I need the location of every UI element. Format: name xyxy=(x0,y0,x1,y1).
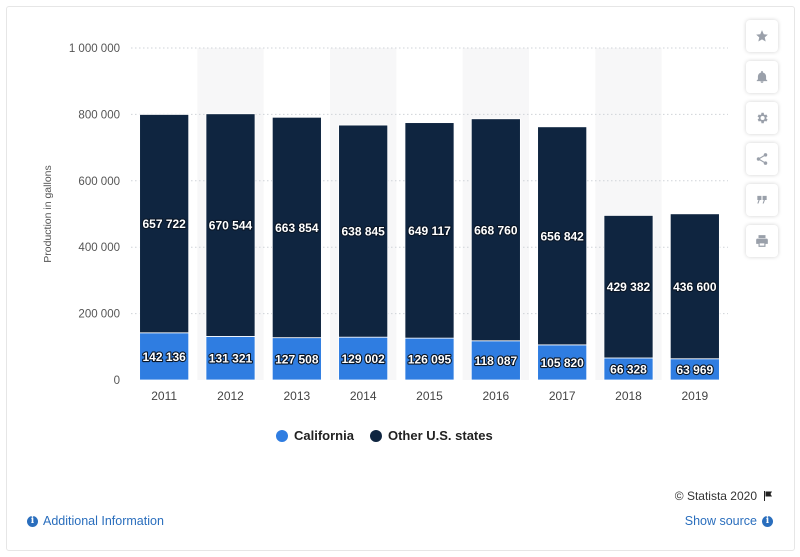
print-button[interactable] xyxy=(746,225,778,257)
x-tick-label: 2014 xyxy=(350,389,377,403)
info-icon: i xyxy=(762,515,773,527)
bar-california xyxy=(470,340,521,381)
bar-other-states xyxy=(603,215,654,359)
data-label-other-states: 657 722 xyxy=(142,217,186,231)
bar-other-states xyxy=(338,124,389,338)
bar-other-states xyxy=(669,213,720,360)
x-tick-label: 2011 xyxy=(151,389,177,403)
data-label-other-states: 429 382 xyxy=(607,280,651,294)
bar-california xyxy=(338,336,389,381)
x-tick-label: 2013 xyxy=(283,389,310,403)
legend-item-california[interactable]: California xyxy=(276,428,354,443)
share-icon xyxy=(756,153,768,165)
bar-other-states xyxy=(470,118,521,342)
data-label-other-states: 436 600 xyxy=(673,280,717,294)
data-label-other-states: 649 117 xyxy=(408,224,451,238)
bar-other-states xyxy=(404,122,455,339)
data-label-other-states: 663 854 xyxy=(275,221,319,235)
data-label-other-states: 668 760 xyxy=(474,223,518,237)
bar-other-states xyxy=(205,113,256,337)
x-tick-label: 2019 xyxy=(681,389,708,403)
bar-other-states xyxy=(271,116,322,339)
settings-button[interactable] xyxy=(746,102,778,134)
y-tick-label: 800 000 xyxy=(78,109,120,121)
legend-marker-other-states xyxy=(369,429,382,442)
data-label-california: 127 508 xyxy=(275,352,319,366)
bar-california xyxy=(537,344,588,381)
x-tick-label: 2015 xyxy=(416,389,443,403)
x-tick-label: 2017 xyxy=(549,389,576,403)
show-source-label: Show source xyxy=(684,514,757,528)
info-icon: i xyxy=(27,515,38,527)
data-label-other-states: 638 845 xyxy=(341,225,385,239)
data-label-other-states: 670 544 xyxy=(209,219,253,233)
quote-icon xyxy=(757,195,767,204)
y-tick-label: 600 000 xyxy=(78,176,120,188)
bar-other-states xyxy=(139,114,190,334)
gear-icon xyxy=(757,112,768,124)
x-tick-label: 2016 xyxy=(482,389,509,403)
data-label-california: 142 136 xyxy=(142,350,186,364)
y-tick-label: 200 000 xyxy=(78,309,120,321)
data-label-california: 131 321 xyxy=(209,352,253,366)
y-tick-label: 400 000 xyxy=(78,242,120,254)
chart-card xyxy=(6,6,795,551)
additional-information-label: Additional Information xyxy=(43,514,164,528)
credit-text: © Statista 2020 xyxy=(674,489,757,503)
bar-california xyxy=(271,337,322,381)
legend-item-other-states[interactable]: Other U.S. states xyxy=(369,428,493,443)
y-tick-label: 0 xyxy=(114,375,120,387)
cite-button[interactable] xyxy=(746,184,778,216)
bar-california xyxy=(404,337,455,381)
legend-label-other-states: Other U.S. states xyxy=(387,428,493,443)
sidebar-toolbar xyxy=(746,20,780,257)
data-label-california: 129 002 xyxy=(341,352,385,366)
data-label-california: 126 095 xyxy=(408,353,452,367)
statista-credit[interactable]: © Statista 2020 xyxy=(675,489,774,503)
star-icon xyxy=(756,30,768,42)
show-source-link[interactable]: Show source i xyxy=(685,514,773,528)
print-icon xyxy=(756,235,768,247)
data-label-other-states: 656 842 xyxy=(540,229,584,243)
favorite-button[interactable] xyxy=(746,20,778,52)
additional-information-link[interactable]: i Additional Information xyxy=(27,514,164,528)
y-tick-label: 1 000 000 xyxy=(69,43,120,55)
x-tick-label: 2012 xyxy=(217,389,244,403)
chart-legend: California Other U.S. states xyxy=(276,428,493,443)
x-tick-label: 2018 xyxy=(615,389,642,403)
bell-icon xyxy=(756,70,768,83)
share-button[interactable] xyxy=(746,143,778,175)
data-label-california: 118 087 xyxy=(474,354,517,368)
data-label-california: 105 820 xyxy=(540,356,584,370)
bar-other-states xyxy=(537,126,588,346)
legend-label-california: California xyxy=(294,428,354,443)
data-label-california: 63 969 xyxy=(676,363,713,377)
data-label-california: 66 328 xyxy=(610,362,647,376)
legend-marker-california xyxy=(276,429,288,442)
y-axis-title: Production in gallons xyxy=(42,165,54,262)
flag-icon xyxy=(764,491,772,501)
notification-button[interactable] xyxy=(746,61,778,93)
